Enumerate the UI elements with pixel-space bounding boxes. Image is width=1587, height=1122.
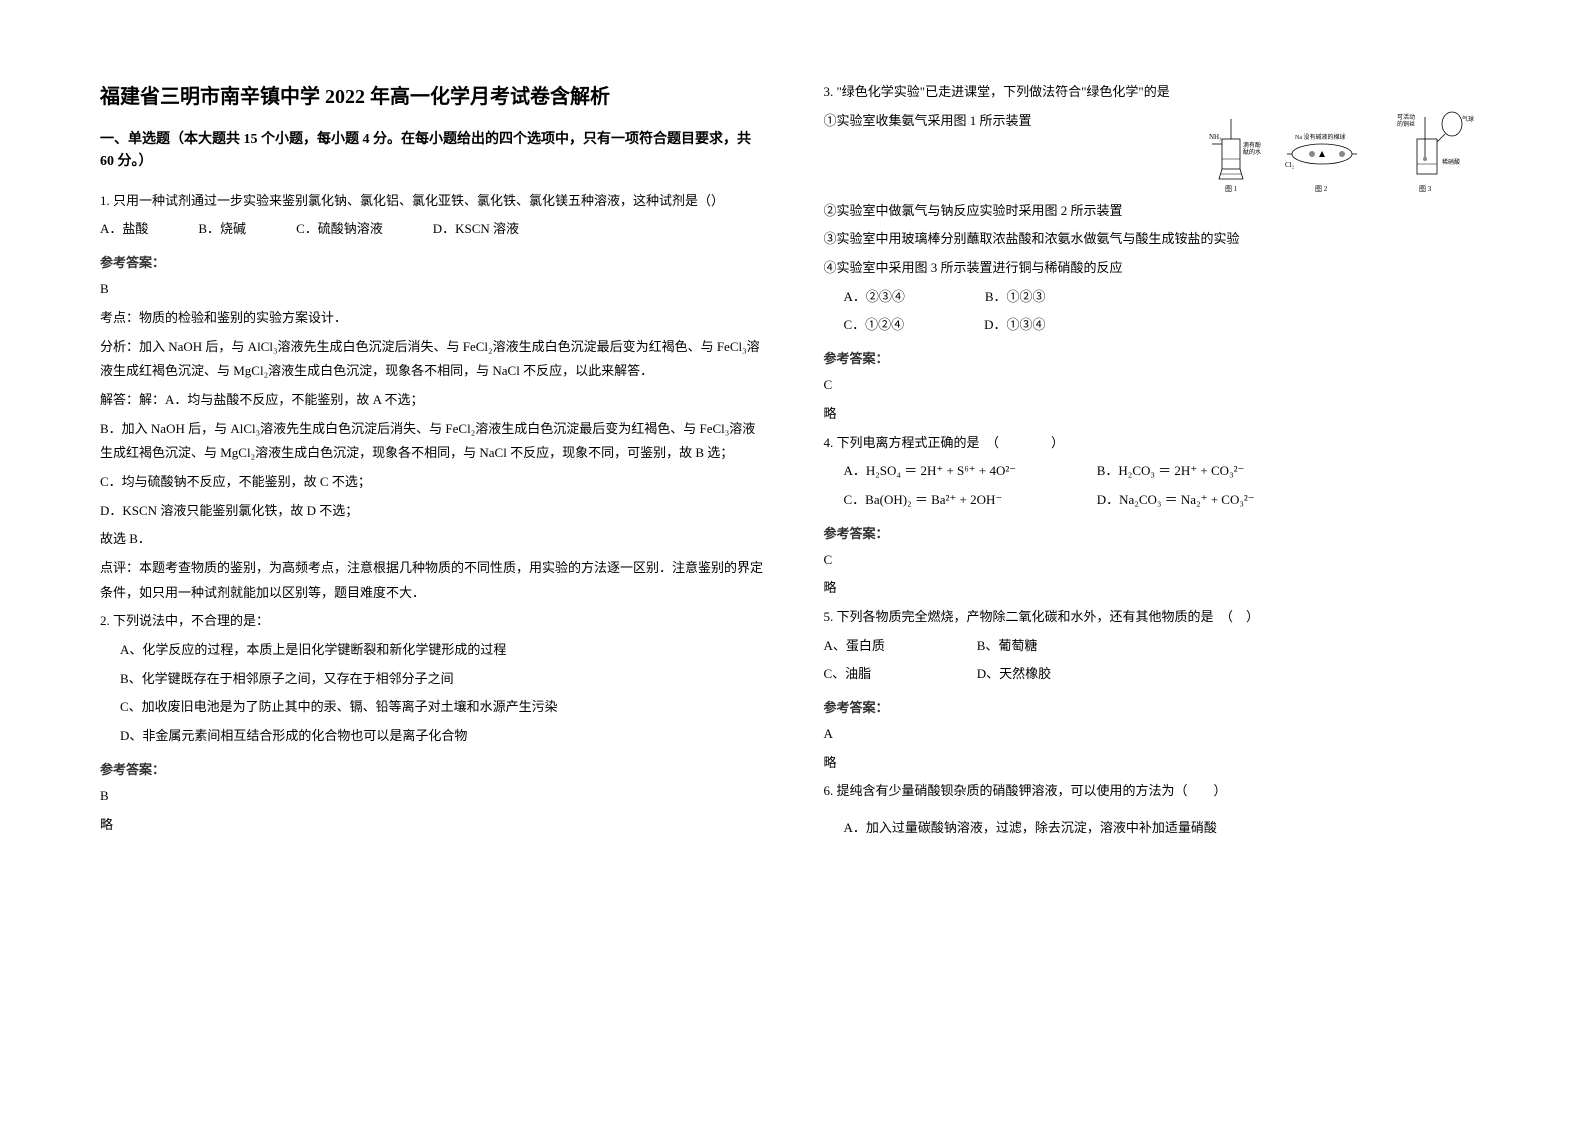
- svg-text:的铜丝: 的铜丝: [1397, 120, 1415, 128]
- fig3-group: 可活动 的铜丝 气球 稀硝酸 图 3: [1397, 112, 1474, 193]
- q2-opt-b: B、化学键既存在于相邻原子之间，又存在于相邻分子之间: [100, 667, 764, 692]
- q3-options-ab: A．②③④ B．①②③: [824, 285, 1488, 310]
- q5-opt-c: C、油脂: [824, 662, 974, 687]
- q2-opt-c: C、加收废旧电池是为了防止其中的汞、镉、铅等离子对土壤和水源产生污染: [100, 695, 764, 720]
- fig2-cl2-label: Cl₂: [1285, 161, 1295, 169]
- section-header: 一、单选题（本大题共 15 个小题，每小题 4 分。在每小题给出的四个选项中，只…: [100, 129, 764, 174]
- q1-explain1: 考点：物质的检验和鉴别的实验方案设计．: [100, 306, 764, 331]
- fig1-group: NH₃ 滴有酚 酞的水 图 1: [1209, 119, 1261, 193]
- fig2-group: Na 没有碱液的棉球 Cl₂ 图 2: [1285, 133, 1357, 193]
- q4-opt-a: A．H₂SO₄ ＝ 2H⁺ + S⁶⁺ + 4O²⁻: [844, 459, 1094, 484]
- fig1-caption: 图 1: [1225, 185, 1238, 193]
- q1-explain5: C．均与硫酸钠不反应，不能鉴别，故 C 不选；: [100, 470, 764, 495]
- left-column: 福建省三明市南辛镇中学 2022 年高一化学月考试卷含解析 一、单选题（本大题共…: [100, 80, 764, 1042]
- fig3-acid-label: 稀硝酸: [1442, 158, 1460, 166]
- q4-stem: 4. 下列电离方程式正确的是 （ ）: [824, 431, 1488, 456]
- svg-text:酞的水: 酞的水: [1243, 148, 1261, 156]
- q5-answer-label: 参考答案：: [824, 697, 1488, 716]
- q3-line3: ③实验室中用玻璃棒分别蘸取浓盐酸和浓氨水做氨气与酸生成铵盐的实验: [824, 227, 1488, 252]
- q3-line2: ②实验室中做氯气与钠反应实验时采用图 2 所示装置: [824, 199, 1488, 224]
- q5-options-ab: A、蛋白质 B、葡萄糖: [824, 634, 1488, 659]
- q6-stem: 6. 提纯含有少量硝酸钡杂质的硝酸钾溶液，可以使用的方法为（ ）: [824, 779, 1488, 804]
- q2-stem: 2. 下列说法中，不合理的是：: [100, 609, 764, 634]
- q1-explain2: 分析：加入 NaOH 后，与 AlCl₃溶液先生成白色沉淀后消失、与 FeCl₂…: [100, 335, 764, 384]
- chemistry-apparatus-svg: NH₃ 滴有酚 酞的水 图 1 Na 没有碱液的棉球 Cl₂: [1207, 109, 1487, 199]
- q1-opt-a: A．盐酸: [100, 217, 148, 242]
- q3-options-cd: C．①②④ D．①③④: [824, 313, 1488, 338]
- q4-opt-d: D．Na₂CO₃ ＝ Na₂⁺ + CO₃²⁻: [1097, 492, 1255, 507]
- q1-opt-d: D．KSCN 溶液: [433, 217, 519, 242]
- q3-answer-label: 参考答案：: [824, 348, 1488, 367]
- q2-answer: B: [100, 784, 764, 809]
- q2-answer-label: 参考答案：: [100, 759, 764, 778]
- q2-opt-d: D、非金属元素间相互结合形成的化合物也可以是离子化合物: [100, 724, 764, 749]
- fig2-na-label: Na 没有碱液的棉球: [1295, 133, 1346, 141]
- q5-opt-b: B、葡萄糖: [977, 638, 1038, 653]
- fig2-caption: 图 2: [1315, 185, 1328, 193]
- q3-opt-a: A．②③④: [844, 285, 905, 310]
- q3-figure: NH₃ 滴有酚 酞的水 图 1 Na 没有碱液的棉球 Cl₂: [1207, 109, 1487, 199]
- q3-stem: 3. "绿色化学实验"已走进课堂，下列做法符合"绿色化学"的是: [824, 80, 1488, 105]
- q4-omit: 略: [824, 576, 1488, 601]
- q6-opt-a: A．加入过量碳酸钠溶液，过滤，除去沉淀，溶液中补加适量硝酸: [824, 816, 1488, 841]
- fig1-nh3-label: NH₃: [1209, 133, 1222, 141]
- q3-opt-b: B．①②③: [985, 285, 1046, 310]
- fig3-copper-label: 可活动: [1397, 113, 1415, 121]
- q4-options-cd: C．Ba(OH)₂ ＝ Ba²⁺ + 2OH⁻ D．Na₂CO₃ ＝ Na₂⁺ …: [824, 488, 1488, 513]
- q5-omit: 略: [824, 751, 1488, 776]
- fig1-water-label: 滴有酚: [1243, 141, 1261, 149]
- q1-explain8: 点评：本题考查物质的鉴别，为高频考点，注意根据几种物质的不同性质，用实验的方法逐…: [100, 556, 764, 605]
- q1-stem: 1. 只用一种试剂通过一步实验来鉴别氯化钠、氯化铝、氯化亚铁、氯化铁、氯化镁五种…: [100, 189, 764, 214]
- q1-explain6: D．KSCN 溶液只能鉴别氯化铁，故 D 不选；: [100, 499, 764, 524]
- q1-explain7: 故选 B．: [100, 527, 764, 552]
- q3-header-row: 3. "绿色化学实验"已走进课堂，下列做法符合"绿色化学"的是: [824, 80, 1488, 109]
- q1-answer-label: 参考答案：: [100, 252, 764, 271]
- q3-opt-d: D．①③④: [984, 313, 1045, 338]
- q5-opt-d: D、天然橡胶: [977, 666, 1051, 681]
- q4-answer: C: [824, 548, 1488, 573]
- right-column: 3. "绿色化学实验"已走进课堂，下列做法符合"绿色化学"的是 NH₃ 滴有酚 …: [824, 80, 1488, 1042]
- q5-answer: A: [824, 722, 1488, 747]
- fig3-caption: 图 3: [1419, 185, 1432, 193]
- q4-opt-b: B．H₂CO₃ ＝ 2H⁺ + CO₃²⁻: [1097, 463, 1245, 478]
- q1-explain3: 解答：解：A．均与盐酸不反应，不能鉴别，故 A 不选；: [100, 388, 764, 413]
- q3-omit: 略: [824, 402, 1488, 427]
- q4-opt-c: C．Ba(OH)₂ ＝ Ba²⁺ + 2OH⁻: [844, 488, 1094, 513]
- q3-line4: ④实验室中采用图 3 所示装置进行铜与稀硝酸的反应: [824, 256, 1488, 281]
- q1-answer: B: [100, 277, 764, 302]
- q5-stem: 5. 下列各物质完全燃烧，产物除二氧化碳和水外，还有其他物质的是 （ ）: [824, 605, 1488, 630]
- q3-figure-wrap: NH₃ 滴有酚 酞的水 图 1 Na 没有碱液的棉球 Cl₂: [824, 109, 1488, 199]
- fig3-balloon-label: 气球: [1462, 115, 1474, 123]
- q1-opt-b: B．烧碱: [198, 217, 246, 242]
- q1-opt-c: C．硫酸钠溶液: [296, 217, 383, 242]
- q4-options-ab: A．H₂SO₄ ＝ 2H⁺ + S⁶⁺ + 4O²⁻ B．H₂CO₃ ＝ 2H⁺…: [824, 459, 1488, 484]
- q2-omit: 略: [100, 813, 764, 838]
- q4-answer-label: 参考答案：: [824, 523, 1488, 542]
- q3-answer: C: [824, 373, 1488, 398]
- q3-opt-c: C．①②④: [844, 313, 905, 338]
- q5-options-cd: C、油脂 D、天然橡胶: [824, 662, 1488, 687]
- q2-opt-a: A、化学反应的过程，本质上是旧化学键断裂和新化学键形成的过程: [100, 638, 764, 663]
- q1-explain4: B．加入 NaOH 后，与 AlCl₃溶液先生成白色沉淀后消失、与 FeCl₂溶…: [100, 417, 764, 466]
- document-title: 福建省三明市南辛镇中学 2022 年高一化学月考试卷含解析: [100, 80, 764, 109]
- q5-opt-a: A、蛋白质: [824, 634, 974, 659]
- q1-options: A．盐酸 B．烧碱 C．硫酸钠溶液 D．KSCN 溶液: [100, 217, 764, 242]
